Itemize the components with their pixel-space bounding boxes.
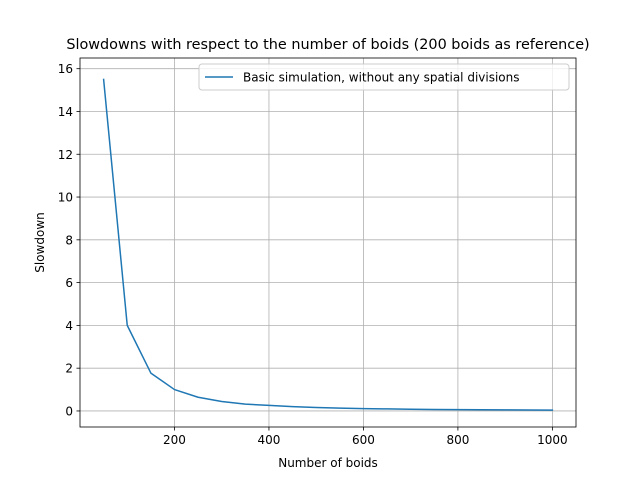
y-tick-label: 0: [65, 404, 73, 418]
chart-title: Slowdowns with respect to the number of …: [66, 37, 589, 53]
x-axis-label: Number of boids: [278, 456, 378, 470]
x-tick-label: 200: [163, 433, 186, 447]
y-tick-label: 6: [65, 276, 73, 290]
series-lines: [102, 78, 554, 411]
series-line: [102, 78, 554, 411]
legend-label: Basic simulation, without any spatial di…: [243, 71, 520, 85]
y-tick-label: 12: [58, 148, 73, 162]
legend-box: [198, 63, 570, 91]
x-tick-label: 600: [352, 433, 375, 447]
y-tick-label: 8: [65, 233, 73, 247]
x-tick-label: 400: [257, 433, 280, 447]
plot-area-frame: [79, 57, 577, 428]
x-tick-label: 1000: [537, 433, 568, 447]
y-tick-label: 4: [65, 319, 73, 333]
legend: Basic simulation, without any spatial di…: [198, 63, 570, 91]
x-tick-label: 800: [446, 433, 469, 447]
y-tick-label: 10: [58, 191, 73, 205]
y-tick-label: 16: [58, 62, 73, 76]
axis-ticks: 200 400 600 800 1000 0 2 4 6 8 10 12 14 16: [58, 62, 568, 447]
y-tick-label: 2: [65, 362, 73, 376]
y-axis-label: Slowdown: [33, 212, 47, 273]
y-tick-label: 14: [58, 105, 73, 119]
